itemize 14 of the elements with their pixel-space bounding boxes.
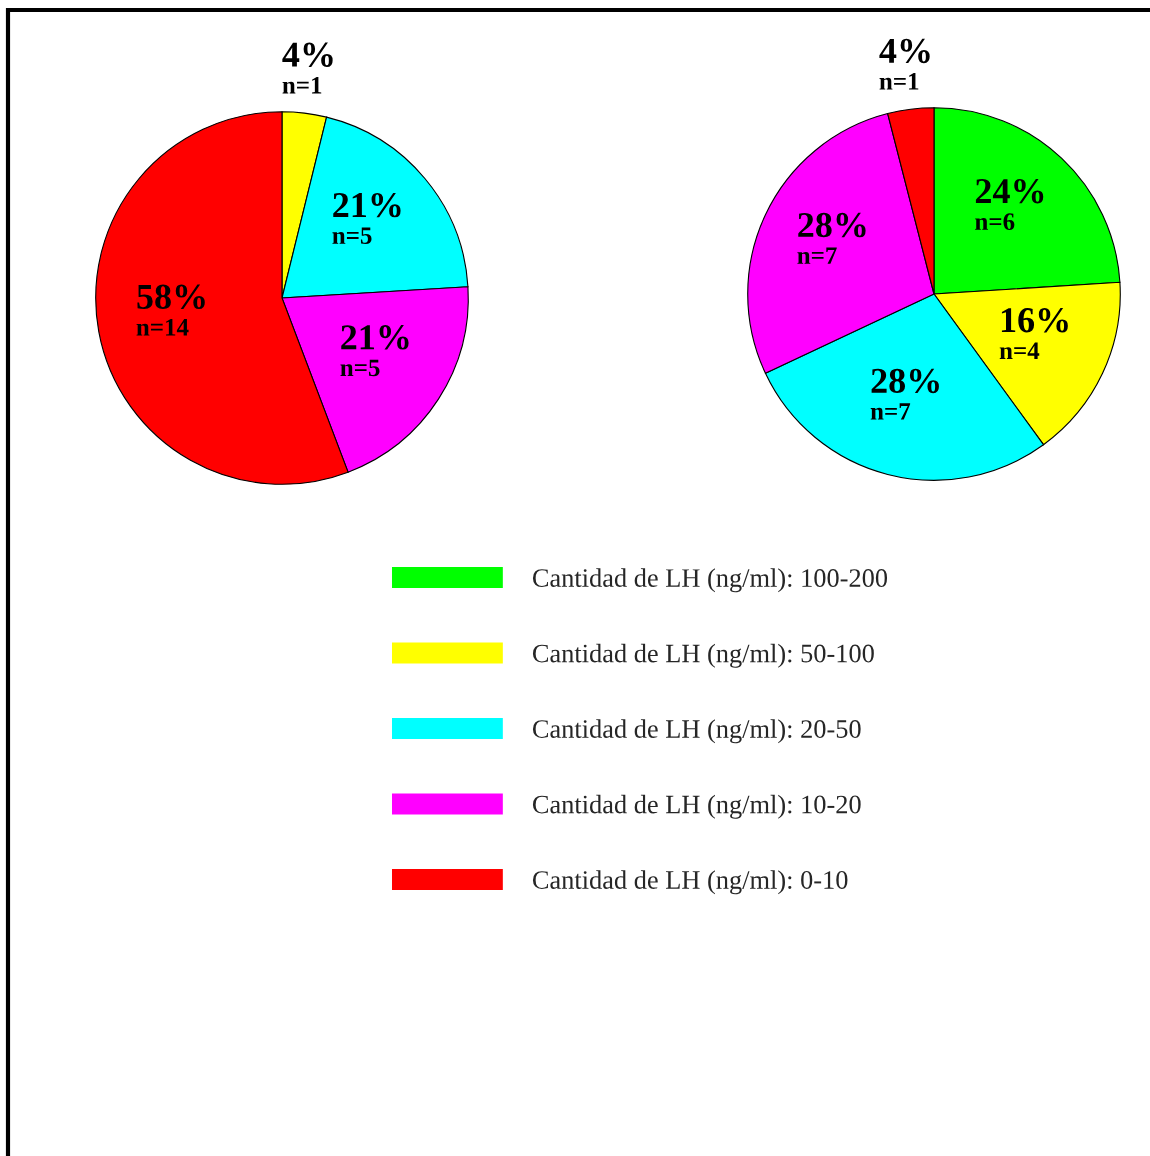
data-label: 24% n=6 bbox=[975, 178, 1044, 231]
legend-label: Cantidad de LH (ng/ml): 10-20 bbox=[532, 794, 861, 819]
legend-label: Cantidad de LH (ng/ml): 20-50 bbox=[532, 719, 861, 744]
legend-label: Cantidad de LH (ng/ml): 100-200 bbox=[532, 568, 888, 593]
data-label: 21% n=5 bbox=[332, 192, 401, 245]
data-label: 28% n=7 bbox=[797, 212, 866, 264]
data-label: 28% n=7 bbox=[870, 368, 939, 420]
data-label: 16% n=4 bbox=[999, 308, 1068, 359]
data-label: 4% n=1 bbox=[879, 38, 930, 90]
data-label: 21% n=5 bbox=[340, 325, 409, 377]
data-label: 4% n=1 bbox=[282, 42, 333, 94]
data-label: 58% n=14 bbox=[136, 284, 205, 336]
legend-label: Cantidad de LH (ng/ml): 50-100 bbox=[532, 643, 874, 668]
legend-label: Cantidad de LH (ng/ml): 0-10 bbox=[532, 870, 848, 895]
